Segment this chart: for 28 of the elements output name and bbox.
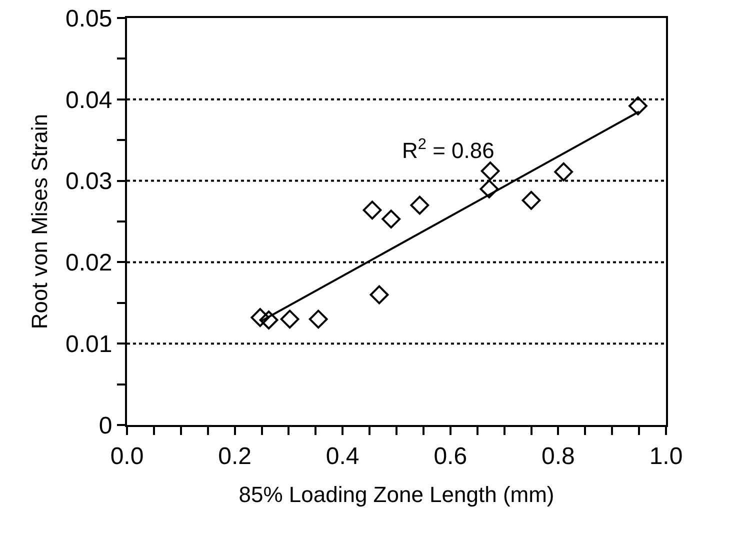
- y-tick-label: 0.05: [65, 5, 112, 32]
- point: [370, 285, 389, 304]
- point: [410, 196, 430, 215]
- x-tick-label: 0.4: [326, 442, 360, 470]
- point: [554, 162, 574, 182]
- y-tick-label: 0.01: [65, 331, 112, 358]
- x-tick-label: 0.2: [218, 442, 252, 470]
- annotation: R$^{2}$ = 0.86: [402, 136, 494, 164]
- x-axis-title: 85% Loading Zone Length (mm): [238, 482, 554, 508]
- y-tick-label: 0.03: [65, 168, 112, 196]
- x-tick-label: 0.8: [542, 442, 575, 470]
- point: [280, 310, 300, 329]
- point: [362, 200, 382, 220]
- point: [308, 310, 328, 329]
- x-tick-label: 0.0: [110, 442, 144, 470]
- point: [259, 310, 278, 330]
- x-tick-label: 0.6: [434, 442, 468, 470]
- y-tick-label: 0.04: [65, 86, 112, 114]
- y-tick-label: 0.02: [65, 250, 112, 277]
- x-tick-label: 1.0: [649, 442, 683, 470]
- point: [250, 308, 270, 327]
- y-axis-title: Root von Mises Strain: [26, 114, 52, 330]
- point: [522, 190, 541, 210]
- y-tick-label: 0: [98, 412, 112, 440]
- point: [480, 179, 499, 198]
- point: [382, 210, 401, 229]
- point: [628, 96, 648, 116]
- point: [480, 162, 500, 180]
